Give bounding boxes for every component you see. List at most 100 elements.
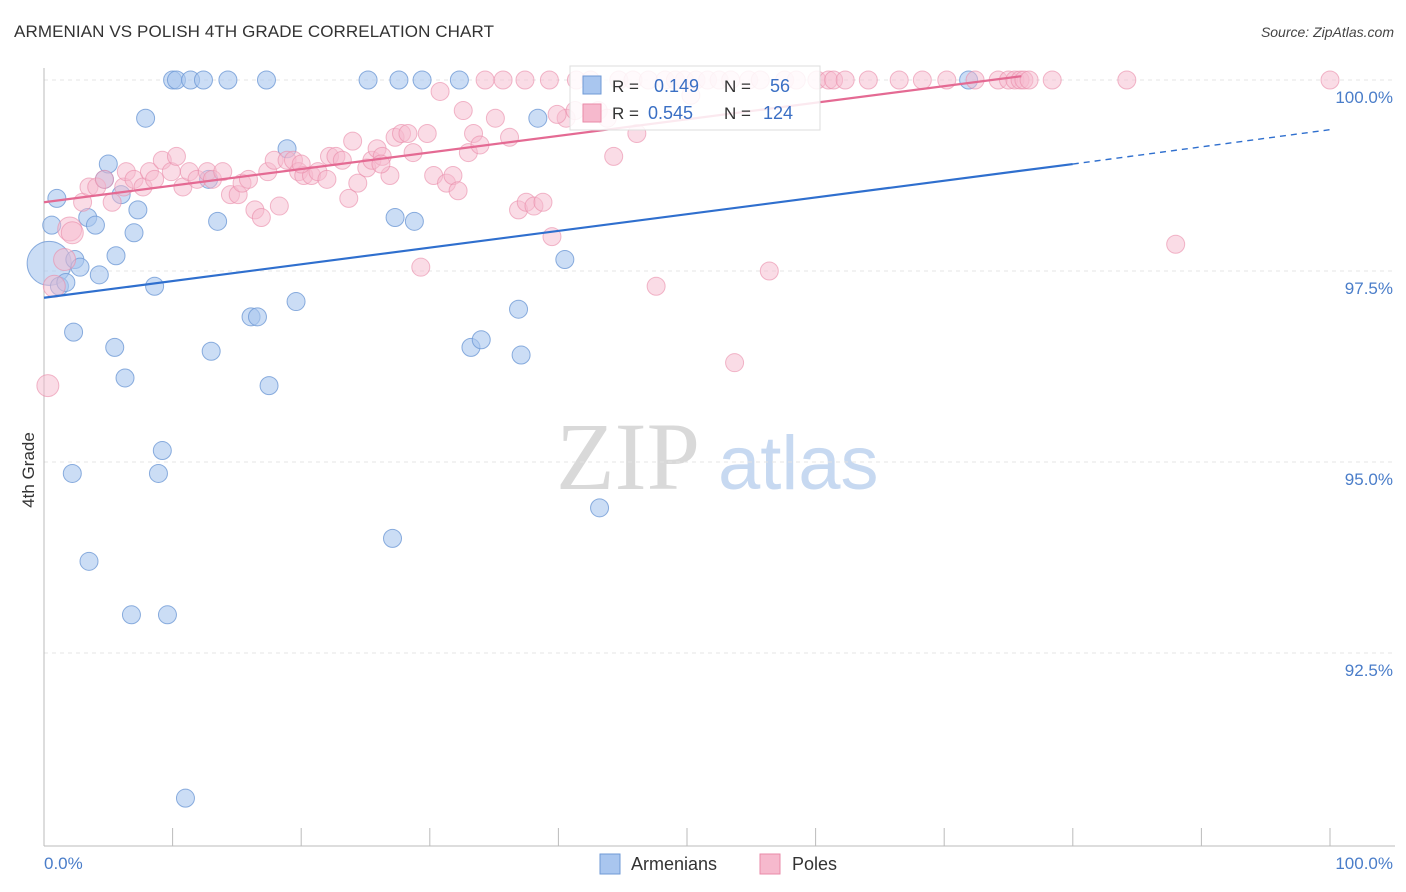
y-tick-label: 92.5%: [1345, 661, 1393, 680]
stats-legend: R = 0.149 N = 56 R = 0.545 N = 124: [569, 65, 821, 131]
poles-point: [251, 208, 271, 228]
chart-title: ARMENIAN VS POLISH 4TH GRADE CORRELATION…: [14, 22, 495, 41]
poles-swatch: [582, 103, 602, 123]
armenians-point: [208, 211, 228, 231]
armenians-point: [148, 463, 168, 483]
poles-point: [515, 70, 535, 90]
armenians-point: [62, 463, 82, 483]
poles-point: [889, 70, 909, 90]
poles-point: [398, 123, 418, 143]
poles-point: [343, 131, 363, 151]
poles-point: [493, 70, 513, 90]
armenians-point: [412, 70, 432, 90]
armenians-point: [85, 215, 105, 235]
poles-point: [858, 70, 878, 90]
armenians-point: [106, 246, 126, 266]
poles-point: [145, 169, 165, 189]
armenians-point: [449, 70, 469, 90]
armenians-point: [555, 250, 575, 270]
series-legend: Armenians Poles: [599, 853, 837, 875]
poles-point: [238, 169, 258, 189]
armenians-point: [259, 376, 279, 396]
legend-poles-label: Poles: [792, 854, 837, 874]
poles-point: [348, 173, 368, 193]
armenians-point: [64, 322, 84, 342]
poles-point: [166, 146, 186, 166]
poles-point: [417, 123, 437, 143]
armenians-point: [152, 441, 172, 461]
poles-point: [547, 104, 567, 124]
armenians-trend-extension: [1072, 128, 1331, 165]
y-tick-label: 97.5%: [1345, 279, 1393, 298]
armenians-r-label: R =: [612, 77, 639, 96]
armenians-point: [471, 330, 491, 350]
armenians-point: [136, 108, 156, 128]
armenians-trend-line: [43, 162, 1073, 299]
gridlines: [44, 79, 1395, 654]
poles-point: [485, 108, 505, 128]
poles-point: [533, 192, 553, 212]
poles-point: [60, 221, 84, 245]
armenians-r-value: 0.149: [654, 76, 699, 96]
poles-point: [725, 353, 745, 373]
armenians-point: [256, 70, 276, 90]
armenians-point: [385, 208, 405, 228]
armenians-point: [47, 188, 67, 208]
legend-armenians-swatch: [599, 853, 621, 875]
armenians-point: [89, 265, 109, 285]
poles-point: [42, 274, 66, 298]
poles-point: [448, 181, 468, 201]
armenians-point: [128, 200, 148, 220]
poles-point: [317, 169, 337, 189]
armenians-point: [201, 341, 221, 361]
poles-point: [94, 169, 114, 189]
poles-point: [965, 70, 985, 90]
poles-point: [339, 188, 359, 208]
watermark-zip: ZIP: [556, 403, 700, 510]
poles-r-value: 0.545: [648, 103, 693, 123]
legend-poles-swatch: [759, 853, 781, 875]
poles-trend-line: [43, 75, 1022, 204]
poles-n-label: N =: [724, 104, 751, 123]
x-tick-label-min: 0.0%: [44, 854, 83, 873]
poles-point: [213, 162, 233, 182]
poles-n-value: 124: [763, 103, 793, 123]
armenians-point: [79, 551, 99, 571]
armenians-point: [404, 211, 424, 231]
armenians-point: [247, 307, 267, 327]
armenians-point: [121, 605, 141, 625]
poles-point: [1166, 234, 1186, 254]
axes: [43, 68, 1395, 847]
poles-point: [1117, 70, 1137, 90]
y-tick-label: 95.0%: [1345, 470, 1393, 489]
poles-point: [604, 146, 624, 166]
armenians-point: [528, 108, 548, 128]
armenians-point: [389, 70, 409, 90]
armenians-n-value: 56: [770, 76, 790, 96]
trend-lines: [43, 75, 1331, 299]
armenians-point: [511, 345, 531, 365]
poles-point: [539, 70, 559, 90]
armenians-point: [286, 292, 306, 312]
armenians-point: [193, 70, 213, 90]
poles-point: [835, 70, 855, 90]
poles-point: [53, 248, 77, 272]
source-label: Source: ZipAtlas.com: [1260, 24, 1394, 40]
stats-legend-box: [569, 65, 821, 131]
armenians-point: [218, 70, 238, 90]
poles-point: [1042, 70, 1062, 90]
armenians-point: [115, 368, 135, 388]
armenians-point: [175, 788, 195, 808]
poles-point: [36, 374, 60, 398]
armenians-n-label: N =: [724, 77, 751, 96]
armenians-point: [105, 337, 125, 357]
armenians-point: [157, 605, 177, 625]
armenians-point: [124, 223, 144, 243]
poles-point: [332, 150, 352, 170]
watermark-atlas: atlas: [718, 421, 879, 506]
armenians-point: [383, 528, 403, 548]
armenians-point: [358, 70, 378, 90]
armenians-point: [145, 276, 165, 296]
y-tick-label: 100.0%: [1335, 88, 1393, 107]
